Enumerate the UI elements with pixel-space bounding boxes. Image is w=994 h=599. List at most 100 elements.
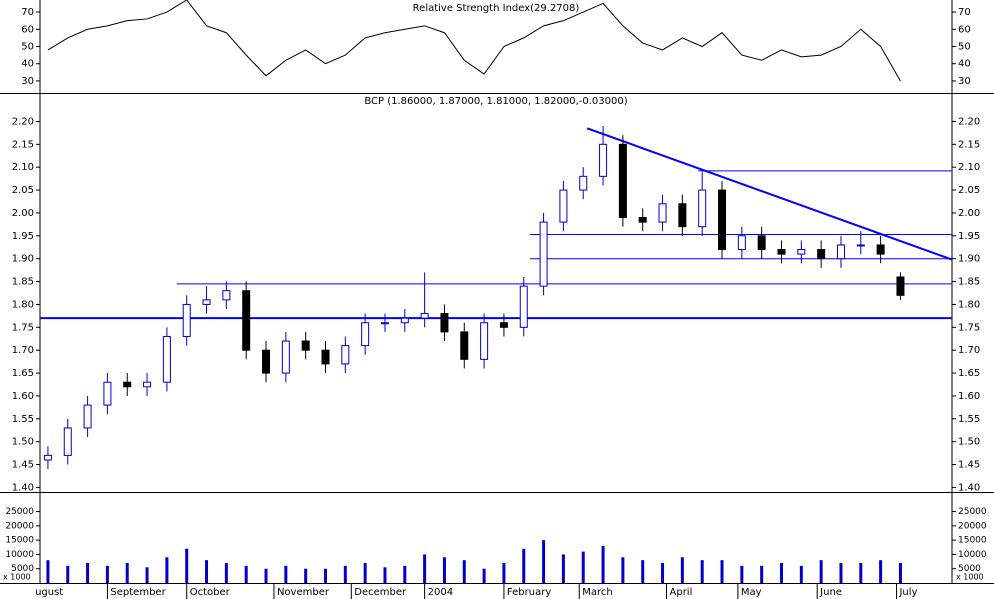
candle-body xyxy=(63,427,72,456)
trend-line xyxy=(586,127,953,261)
x-tick-label: December xyxy=(354,587,407,598)
y-tick-label: 1.60 xyxy=(12,391,34,402)
y-tick-label: 1.85 xyxy=(958,277,980,288)
y-tick-label: 2.20 xyxy=(958,116,980,127)
candle-body xyxy=(123,381,132,388)
volume-bar xyxy=(898,563,902,583)
x-tick-label: ugust xyxy=(35,587,63,598)
volume-bar xyxy=(46,560,50,583)
rsi-title: Relative Strength Index(29.2708) xyxy=(413,3,580,14)
y-tick-label: 15000 xyxy=(5,536,34,546)
volume-bar xyxy=(304,568,308,583)
y-tick-label: 25000 xyxy=(958,507,987,517)
x-tick-label: September xyxy=(110,587,166,598)
volume-unit-label: x 1000 xyxy=(3,573,31,582)
x-tick-label: July xyxy=(898,587,917,598)
candle-body xyxy=(182,303,191,337)
candle-body xyxy=(817,249,826,260)
y-tick-label: 1.65 xyxy=(958,368,980,379)
candle-body xyxy=(599,143,608,177)
volume-bar xyxy=(363,563,367,583)
candle-body xyxy=(638,217,647,223)
y-tick-label: 2.00 xyxy=(958,208,980,219)
candle-body xyxy=(103,381,112,406)
candle-body xyxy=(618,143,627,219)
candle-body xyxy=(737,235,746,251)
y-tick-label: 20000 xyxy=(5,521,34,531)
candle-body xyxy=(83,404,92,429)
volume-bar xyxy=(462,560,466,583)
y-tick-label: 1.80 xyxy=(958,299,980,310)
volume-bar xyxy=(284,565,288,583)
volume-bar xyxy=(86,563,90,583)
y-tick-label: 5000 xyxy=(958,564,981,574)
y-tick-label: 1.50 xyxy=(12,437,34,448)
y-tick-label: 5000 xyxy=(11,564,34,574)
y-tick-label: 1.85 xyxy=(12,277,34,288)
volume-bar xyxy=(839,563,843,583)
candle-body xyxy=(301,340,310,351)
y-tick-label: 10000 xyxy=(5,550,34,560)
volume-bar xyxy=(879,560,883,583)
volume-bar xyxy=(799,565,803,583)
volume-bar xyxy=(720,560,724,583)
volume-bar xyxy=(482,568,486,583)
volume-bar xyxy=(641,560,645,583)
y-tick-label: 1.70 xyxy=(12,345,34,356)
volume-bar xyxy=(542,540,546,583)
y-tick-label: 70 xyxy=(958,7,971,18)
volume-bar xyxy=(264,568,268,583)
candle-body xyxy=(559,189,568,223)
y-tick-label: 30 xyxy=(958,76,971,87)
y-tick-label: 10000 xyxy=(958,550,987,560)
y-tick-label: 1.45 xyxy=(958,460,980,471)
x-tick-label: May xyxy=(741,587,762,598)
candle-body xyxy=(262,349,271,374)
y-tick-label: 1.75 xyxy=(12,322,34,333)
candle-body xyxy=(400,317,409,324)
volume-bar xyxy=(403,565,407,583)
volume-bar xyxy=(621,557,625,583)
y-tick-label: 1.55 xyxy=(958,414,980,425)
candle-body xyxy=(499,322,508,328)
candle-body xyxy=(222,290,231,301)
y-tick-label: 70 xyxy=(21,7,34,18)
y-tick-label: 60 xyxy=(21,24,34,35)
volume-bar xyxy=(423,554,427,583)
x-tick-label: April xyxy=(670,587,693,598)
candle-body xyxy=(777,249,786,255)
volume-unit-label: x 1000 xyxy=(956,573,984,582)
volume-bar xyxy=(383,567,387,583)
y-tick-label: 50 xyxy=(21,42,34,53)
candle-body xyxy=(143,381,152,388)
candle-body xyxy=(519,285,528,328)
candle-body xyxy=(579,175,588,191)
candle-body xyxy=(460,331,469,360)
candle-body xyxy=(321,349,330,365)
volume-bar xyxy=(185,548,189,583)
y-tick-label: 40 xyxy=(958,59,971,70)
candle-body xyxy=(658,203,667,223)
candle-body xyxy=(797,249,806,255)
volume-bar xyxy=(502,563,506,583)
price-title: BCP (1.86000, 1.87000, 1.81000, 1.82000,… xyxy=(364,96,627,107)
volume-bar xyxy=(323,568,327,583)
x-tick-label: June xyxy=(819,587,842,598)
volume-bar xyxy=(661,563,665,583)
volume-bar xyxy=(145,567,149,583)
candle-body xyxy=(539,221,548,287)
volume-bar xyxy=(561,554,565,583)
y-tick-label: 1.65 xyxy=(12,368,34,379)
candle-body xyxy=(380,322,389,325)
y-tick-label: 1.75 xyxy=(958,322,980,333)
y-tick-label: 1.40 xyxy=(12,482,34,493)
y-tick-label: 1.90 xyxy=(12,254,34,265)
y-tick-label: 2.05 xyxy=(958,185,980,196)
candle-body xyxy=(162,335,171,383)
y-tick-label: 1.45 xyxy=(12,460,34,471)
volume-bar xyxy=(105,565,109,583)
rsi-line xyxy=(47,0,901,82)
volume-bar xyxy=(442,557,446,583)
